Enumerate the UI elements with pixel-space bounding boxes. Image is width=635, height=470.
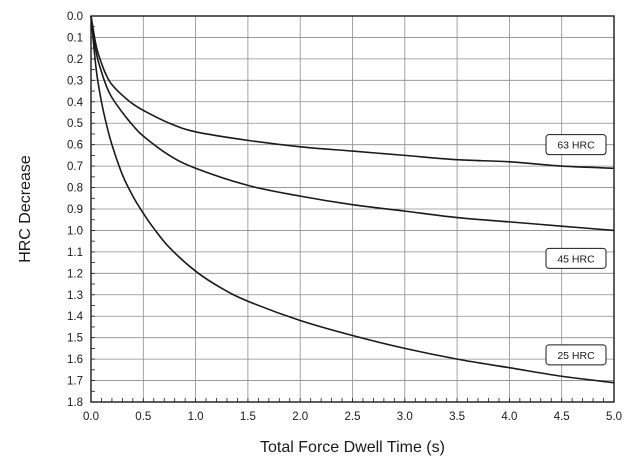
grid — [90, 15, 615, 403]
y-tick-label: 1.5 — [67, 333, 83, 345]
y-tick-label: 1.8 — [67, 397, 83, 409]
x-tick-label: 3.0 — [397, 411, 413, 423]
series-line-45-hrc — [90, 15, 615, 232]
y-tick-label: 0.1 — [67, 32, 83, 44]
series-line-25-hrc — [90, 15, 615, 384]
x-tick-label: 4.0 — [501, 411, 517, 423]
x-tick-label: 3.5 — [449, 411, 465, 423]
x-tick-label: 0.5 — [135, 411, 151, 423]
y-tick-label: 0.0 — [67, 11, 83, 23]
series-label-text: 63 HRC — [557, 140, 595, 152]
series-label-25-hrc: 25 HRC — [545, 344, 607, 366]
y-tick-label: 0.8 — [67, 183, 83, 195]
x-tick-label: 4.5 — [554, 411, 570, 423]
series-label-text: 25 HRC — [557, 350, 595, 362]
x-axis-title: Total Force Dwell Time (s) — [260, 439, 445, 456]
y-tick-label: 1.2 — [67, 268, 83, 280]
y-tick-label: 1.1 — [67, 247, 83, 259]
x-tick-label: 1.0 — [188, 411, 204, 423]
y-axis-title: HRC Decrease — [17, 155, 34, 263]
x-tick-label: 5.0 — [606, 411, 622, 423]
y-tick-labels: 0.0 0.1 0.2 0.3 0.4 0.5 0.6 0.7 0.8 0.9 1.0 1.1 1.2 1… — [67, 11, 84, 409]
series-label-box — [545, 134, 607, 156]
y-tick-label: 0.3 — [67, 75, 83, 87]
y-tick-label: 1.6 — [67, 354, 83, 366]
y-tick-label: 1.0 — [67, 225, 83, 237]
y-tick-label: 0.6 — [67, 140, 83, 152]
y-tick-label: 0.2 — [67, 54, 83, 66]
y-tick-label: 1.3 — [67, 290, 83, 302]
x-tick-label: 1.5 — [240, 411, 256, 423]
series-label-text: 45 HRC — [557, 253, 595, 265]
y-tick-label: 1.4 — [67, 311, 84, 323]
series-label-box — [545, 344, 607, 366]
series-lines — [90, 15, 615, 384]
series-label-45-hrc: 45 HRC — [545, 247, 607, 269]
series-line-63-hrc — [90, 15, 615, 170]
x-tick-label: 0.0 — [83, 411, 99, 423]
minor-ticks — [90, 15, 615, 403]
series-label-63-hrc: 63 HRC — [545, 134, 607, 156]
x-tick-label: 2.0 — [292, 411, 308, 423]
y-tick-label: 1.7 — [67, 376, 83, 388]
series-labels: 63 HRC 45 HRC 25 HRC — [545, 134, 607, 366]
x-tick-label: 2.5 — [345, 411, 361, 423]
y-tick-label: 0.9 — [67, 204, 83, 216]
y-tick-label: 0.5 — [67, 118, 83, 130]
y-tick-label: 0.7 — [67, 161, 83, 173]
x-tick-labels: 0.0 0.5 1.0 1.5 2.0 2.5 3.0 3.5 4.0 4.5 5.0 — [83, 411, 622, 423]
y-tick-label: 0.4 — [67, 97, 84, 109]
series-label-box — [545, 247, 607, 269]
